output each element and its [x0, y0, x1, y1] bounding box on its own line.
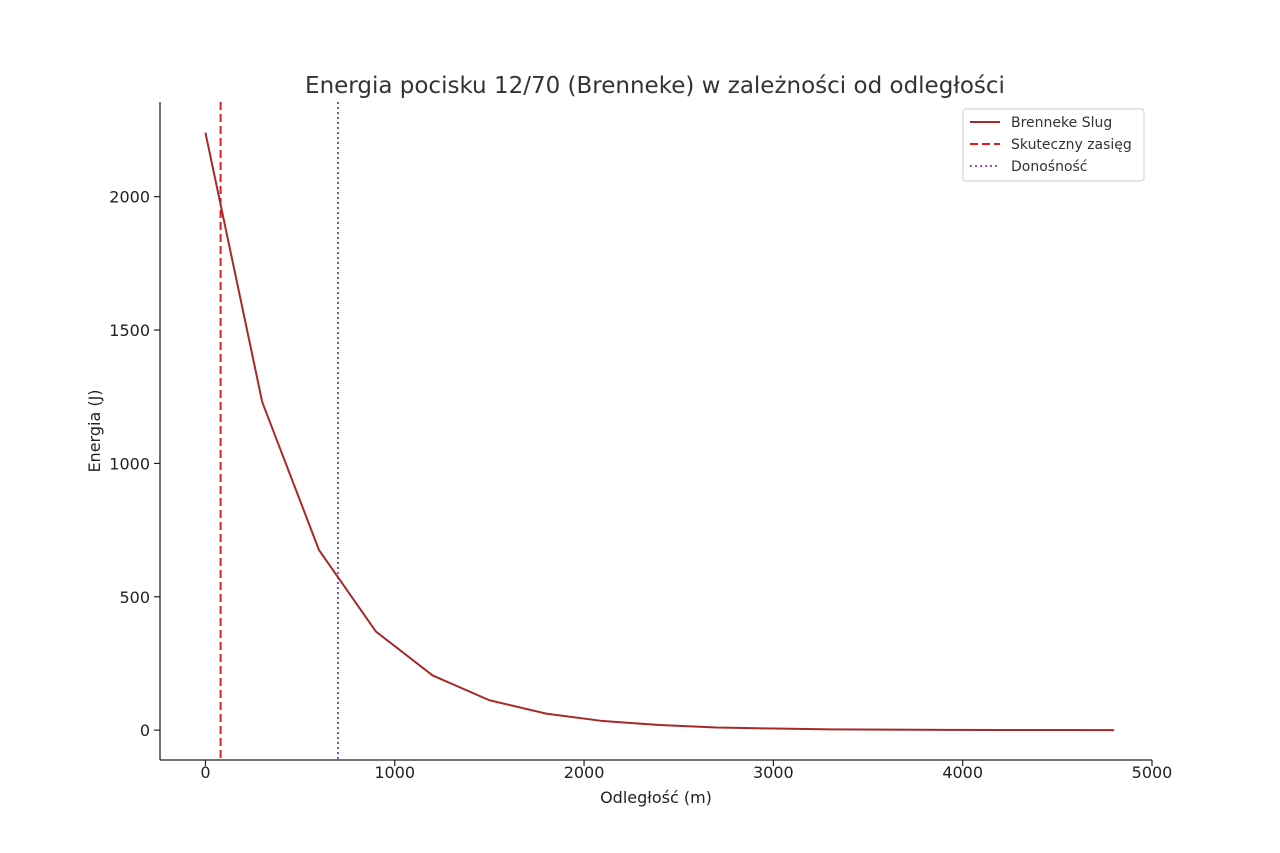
x-ticks: 0 1000 2000 3000 4000 5000 [200, 760, 1172, 782]
y-axis-label: Energia (J) [85, 389, 104, 472]
y-tick-label: 1500 [109, 321, 150, 340]
axes [159, 102, 1152, 761]
y-tick-label: 2000 [109, 188, 150, 207]
legend-label-skuteczny-zasieg: Skuteczny zasięg [1011, 137, 1132, 153]
legend-box [962, 108, 1145, 182]
x-tick-label: 2000 [564, 763, 605, 782]
y-tick-label: 0 [140, 721, 150, 740]
x-tick-label: 4000 [942, 763, 983, 782]
reference-lines [219, 102, 339, 760]
legend-label-donosnosc: Donośność [1011, 159, 1088, 175]
x-tick-label: 0 [200, 763, 210, 782]
y-tick-label: 500 [119, 588, 150, 607]
x-tick-label: 5000 [1132, 763, 1173, 782]
series-group [204, 132, 1115, 732]
chart-title: Energia pocisku 12/70 (Brenneke) w zależ… [305, 73, 1005, 99]
y-tick-label: 1000 [109, 454, 150, 473]
x-tick-label: 3000 [753, 763, 794, 782]
y-ticks: 0 500 1000 1500 2000 [109, 188, 160, 740]
legend-label-brenneke-slug: Brenneke Slug [1011, 115, 1112, 131]
x-tick-label: 1000 [374, 763, 415, 782]
x-axis-label: Odległość (m) [600, 788, 712, 807]
legend: Brenneke Slug Skuteczny zasięg Donośność [962, 108, 1145, 182]
series-line-brenneke-slug [204, 132, 1115, 732]
